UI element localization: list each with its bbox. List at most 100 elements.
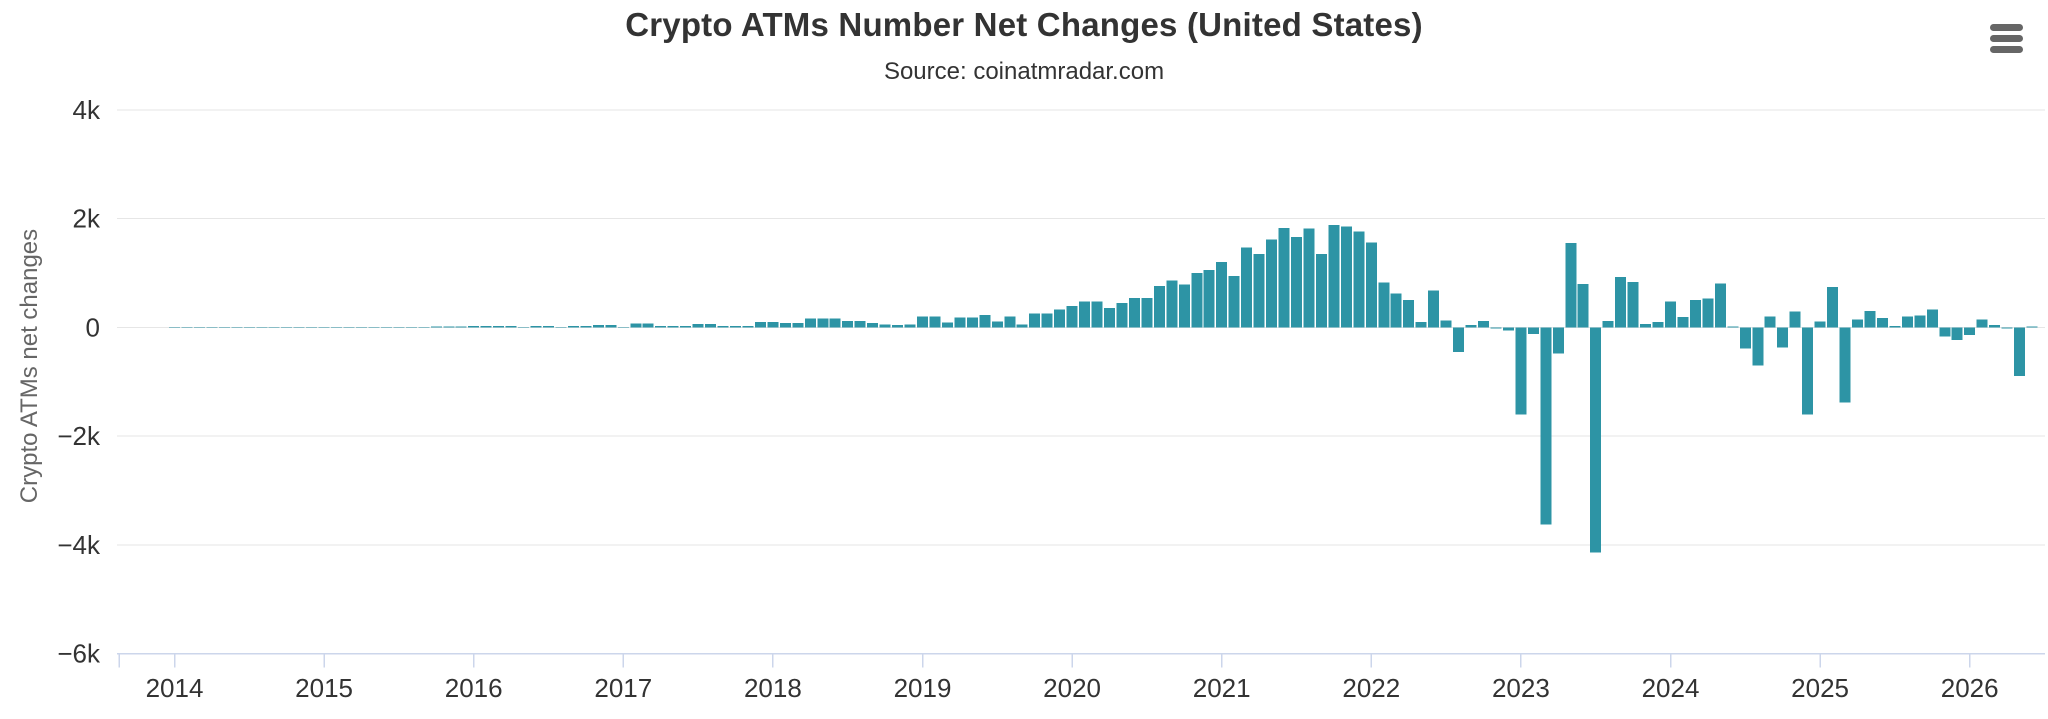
- bar: [1191, 273, 1203, 328]
- bar: [306, 326, 318, 328]
- bar: [667, 325, 679, 328]
- bar: [1527, 327, 1539, 334]
- bar: [705, 324, 717, 328]
- bar: [1502, 327, 1514, 331]
- y-axis-tick-label: 2k: [73, 204, 101, 234]
- bar: [418, 326, 430, 328]
- bar: [1789, 311, 1801, 328]
- bar: [393, 326, 405, 328]
- bar: [1066, 306, 1078, 328]
- x-axis-tick-label: 2023: [1492, 673, 1550, 703]
- bar: [742, 325, 754, 328]
- bar: [1602, 320, 1614, 328]
- bar: [1689, 300, 1701, 328]
- bar: [555, 326, 567, 328]
- chart-subtitle: Source: coinatmradar.com: [883, 58, 1165, 85]
- bar: [530, 325, 542, 328]
- bar: [1839, 327, 1851, 403]
- x-axis-tick-label: 2019: [894, 673, 952, 703]
- bar: [1901, 316, 1913, 328]
- bar: [692, 324, 704, 328]
- bar: [455, 326, 467, 328]
- bar: [1615, 276, 1627, 328]
- bar: [1552, 327, 1564, 354]
- bar: [642, 323, 654, 328]
- bar: [717, 325, 729, 328]
- bar: [1577, 283, 1589, 328]
- bar: [1764, 316, 1776, 328]
- bar: [1016, 324, 1028, 328]
- bar: [293, 326, 305, 328]
- bar: [1253, 254, 1265, 328]
- x-axis-tick-label: 2018: [744, 673, 802, 703]
- bar: [1104, 307, 1115, 328]
- bar: [380, 326, 392, 328]
- bar: [218, 326, 230, 328]
- bar: [243, 326, 255, 328]
- bar: [1702, 298, 1714, 328]
- bar: [1926, 309, 1938, 328]
- x-axis-tick-label: 2022: [1342, 673, 1400, 703]
- bar: [518, 326, 530, 328]
- bar: [1453, 327, 1465, 352]
- bar: [979, 314, 991, 328]
- x-axis-tick-label: 2014: [146, 673, 204, 703]
- bar: [792, 323, 804, 328]
- hamburger-icon: [1989, 46, 2023, 53]
- bar: [567, 325, 579, 328]
- export-menu-button[interactable]: [1980, 14, 2032, 60]
- bar: [754, 321, 766, 328]
- bar: [1814, 321, 1826, 328]
- bar: [680, 325, 692, 328]
- bar: [1914, 315, 1926, 328]
- bar: [206, 326, 218, 328]
- bar: [1328, 225, 1340, 328]
- bar: [817, 318, 829, 328]
- bar: [1216, 262, 1228, 328]
- bar: [829, 318, 841, 328]
- bar: [779, 323, 791, 328]
- bar: [842, 320, 854, 328]
- bar: [592, 324, 604, 328]
- bar: [281, 326, 293, 328]
- x-axis-tick-label: 2024: [1642, 673, 1700, 703]
- bar: [1515, 327, 1527, 415]
- bar: [1665, 301, 1676, 328]
- bar: [879, 324, 891, 328]
- bar: [268, 326, 280, 328]
- bar: [1315, 254, 1327, 328]
- x-axis-tick-label: 2016: [445, 673, 503, 703]
- x-axis-tick-label: 2021: [1193, 673, 1251, 703]
- bar: [966, 317, 978, 328]
- bar: [343, 326, 355, 328]
- bar: [580, 325, 592, 328]
- bar: [493, 326, 505, 328]
- bar: [1203, 269, 1215, 328]
- y-axis-tick-label: −6k: [57, 639, 101, 669]
- bar: [1964, 327, 1976, 336]
- bar: [1091, 301, 1103, 328]
- bar: [2026, 326, 2038, 328]
- y-axis-tick-label: 0: [86, 312, 100, 342]
- bar: [1852, 319, 1863, 328]
- bar: [468, 325, 480, 328]
- bar: [1291, 237, 1302, 328]
- bar: [1166, 280, 1178, 328]
- bar: [1876, 318, 1888, 328]
- bar: [256, 326, 268, 328]
- bar: [1939, 327, 1951, 337]
- bar: [1989, 325, 2001, 328]
- bar: [954, 317, 966, 328]
- bar: [1415, 321, 1427, 328]
- bar: [331, 326, 343, 328]
- bar: [1403, 300, 1415, 328]
- bar: [505, 326, 517, 328]
- bar: [1640, 324, 1652, 328]
- chart-title: Crypto ATMs Number Net Changes (United S…: [625, 6, 1423, 43]
- y-axis-tick-label: 4k: [73, 95, 101, 125]
- bar: [1802, 327, 1814, 415]
- bar: [1004, 316, 1016, 328]
- bar: [1378, 282, 1390, 328]
- bar: [1540, 327, 1552, 525]
